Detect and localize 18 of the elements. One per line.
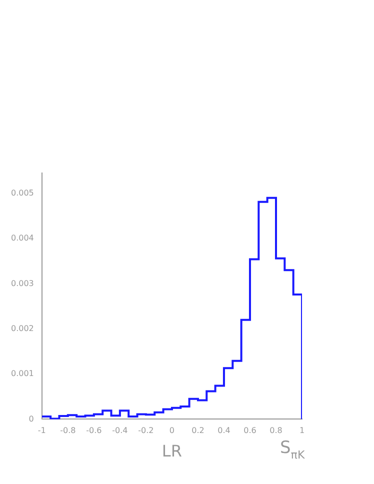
x-tick-label: 0.4 bbox=[218, 426, 230, 436]
x-tick-label: 1 bbox=[299, 426, 305, 436]
y-tick-label: 0.003 bbox=[10, 278, 34, 288]
x-tick-label: 0 bbox=[169, 426, 174, 436]
y-tick-label: 0.001 bbox=[10, 369, 34, 378]
x-tick-label: -0.2 bbox=[138, 426, 154, 436]
y-tick-label: 0 bbox=[28, 414, 34, 424]
x-axis-title: LR bbox=[162, 442, 182, 461]
y-tick-label: 0.004 bbox=[10, 234, 34, 243]
x-tick-label: -1 bbox=[38, 426, 46, 436]
y-tick-label: 0.002 bbox=[10, 324, 34, 333]
x-tick-label: 0.8 bbox=[270, 426, 282, 436]
x-tick-label: 0.6 bbox=[244, 426, 256, 436]
x-tick-label: -0.4 bbox=[112, 426, 128, 436]
y-tick-label: 0.005 bbox=[10, 188, 34, 198]
x-tick-label: -0.6 bbox=[86, 426, 102, 436]
x-tick-label: -0.8 bbox=[60, 426, 76, 436]
x-tick-label: 0.2 bbox=[192, 426, 204, 436]
